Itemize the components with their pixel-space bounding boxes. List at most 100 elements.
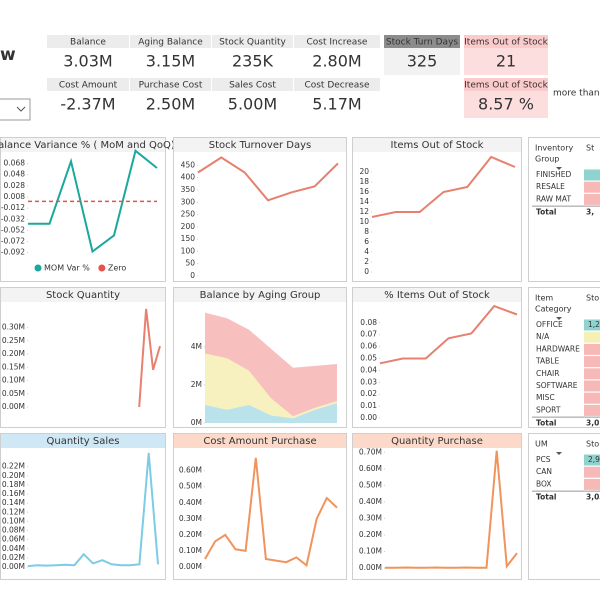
y-tick-label: 12 [359, 207, 369, 216]
y-tick-label: 200 [181, 222, 196, 231]
y-tick-label: 0.008 [4, 192, 26, 201]
y-tick-label: 0.07 [360, 330, 377, 339]
kpi-value: 235K [232, 52, 274, 71]
kpi-label: Balance [70, 38, 106, 48]
y-tick-label: 0.10M [2, 376, 25, 385]
table-cell [584, 319, 600, 331]
kpi-header [47, 78, 129, 91]
table-cell [584, 169, 600, 181]
table-total-value: 3, [586, 208, 594, 217]
chart-title: Quantity Sales [46, 436, 119, 447]
y-tick-label: 0.028 [4, 181, 26, 190]
y-tick-label: 0 [364, 267, 369, 276]
table-cell [584, 193, 600, 205]
y-tick-label: 0.20M [179, 530, 202, 539]
y-tick-label: 0.05 [360, 354, 377, 363]
y-tick-label: 0.068 [4, 159, 26, 168]
line [28, 149, 158, 254]
y-tick-label: 0.20M [2, 471, 25, 480]
y-tick-label: 0.048 [4, 170, 26, 179]
y-tick-label: 0.01 [360, 401, 377, 410]
table-cell-value: 2,9 [588, 455, 600, 464]
area [205, 403, 337, 423]
kpi-header [130, 78, 211, 91]
kpi-value: 5.17M [312, 95, 361, 114]
chart-title: % Items Out of Stock [384, 290, 490, 301]
kpi-value: 2.80M [312, 52, 361, 71]
area [205, 353, 337, 419]
table-header: Sto [586, 294, 599, 303]
y-tick-label: 150 [181, 234, 196, 243]
y-tick-label: 0.20M [2, 349, 25, 358]
y-tick-label: 0.10M [2, 516, 25, 525]
y-tick-label: 0.70M [359, 447, 382, 456]
y-tick-label: 0M [191, 418, 202, 427]
y-tick-label: 0.00M [2, 562, 25, 571]
table-row-label: RAW MAT [536, 194, 571, 203]
y-tick-label: 300 [181, 197, 196, 206]
y-tick-label: 0.18M [2, 480, 25, 489]
chart-panel [352, 433, 522, 580]
chart-title: Stock Turnover Days [209, 140, 312, 151]
kpi-label: Stock Quantity [219, 38, 286, 48]
dropdown[interactable] [0, 98, 31, 121]
y-tick-label: 0.02 [360, 389, 377, 398]
y-tick-label: 50 [185, 259, 195, 268]
y-tick-label: 0.04M [2, 544, 25, 553]
line [27, 452, 159, 568]
sort-arrow [556, 452, 562, 455]
y-tick-label: 10 [359, 217, 369, 226]
table-row-label: RESALE [536, 182, 565, 191]
table-row-label: PCS [536, 455, 551, 464]
y-tick-label: 0.08M [2, 526, 25, 535]
y-tick-label: -0.032 [1, 214, 25, 223]
y-tick-label: 0.00M [2, 402, 25, 411]
table-total-label: Total [536, 493, 557, 502]
table-header: UM [535, 440, 548, 449]
kpi-value: 3.15M [146, 52, 195, 71]
table-cell [584, 392, 600, 404]
table-total-value: 3,0 [586, 419, 599, 428]
y-tick-label: 0.30M [359, 513, 382, 522]
table-cell [584, 404, 600, 416]
table-cell [584, 343, 600, 355]
y-tick-label: 0.12M [2, 507, 25, 516]
table-header: Sto [586, 440, 599, 449]
table-row-label: FINISHED [536, 170, 571, 179]
y-tick-label: 250 [181, 210, 196, 219]
line [204, 457, 338, 568]
y-tick-label: 450 [181, 160, 196, 169]
table-cell [584, 478, 600, 490]
chart-title-bar [174, 288, 346, 302]
kpi-header [294, 35, 380, 48]
chart-title-bar [1, 434, 165, 448]
legend-label: Zero [108, 264, 127, 273]
kpi-value: 8.57 % [478, 95, 534, 114]
table-row-label: TABLE [535, 357, 559, 366]
y-tick-label: 0.60M [179, 466, 202, 475]
y-tick-label: 0.15M [2, 362, 25, 371]
y-tick-label: 6 [364, 237, 369, 246]
chart-title: Balance Variance % ( MoM and QoQ) [0, 140, 175, 151]
y-tick-label: 0.00M [359, 563, 382, 572]
table-row-label: CHAIR [536, 369, 559, 378]
kpi-label: Purchase Cost [139, 81, 203, 91]
y-tick-label: 0.60M [359, 464, 382, 473]
kpi-value: 2.50M [146, 95, 195, 114]
table-total-label: Total [536, 208, 557, 217]
y-tick-label: 16 [359, 187, 369, 196]
kpi-value: 325 [407, 52, 438, 71]
y-tick-label: 2 [364, 257, 369, 266]
kpi-header [47, 35, 129, 48]
y-tick-label: 0.30M [2, 323, 25, 332]
y-tick-label: 350 [181, 185, 196, 194]
y-tick-label: 0.40M [179, 498, 202, 507]
y-tick-label: 0.16M [2, 489, 25, 498]
kpi-label: Cost Amount [59, 81, 118, 91]
chart-title-bar [174, 434, 346, 448]
chart-title-bar [174, 138, 346, 152]
kpi-header [212, 35, 293, 48]
line [385, 450, 518, 569]
legend-marker [34, 264, 42, 272]
table-cell [584, 181, 600, 193]
